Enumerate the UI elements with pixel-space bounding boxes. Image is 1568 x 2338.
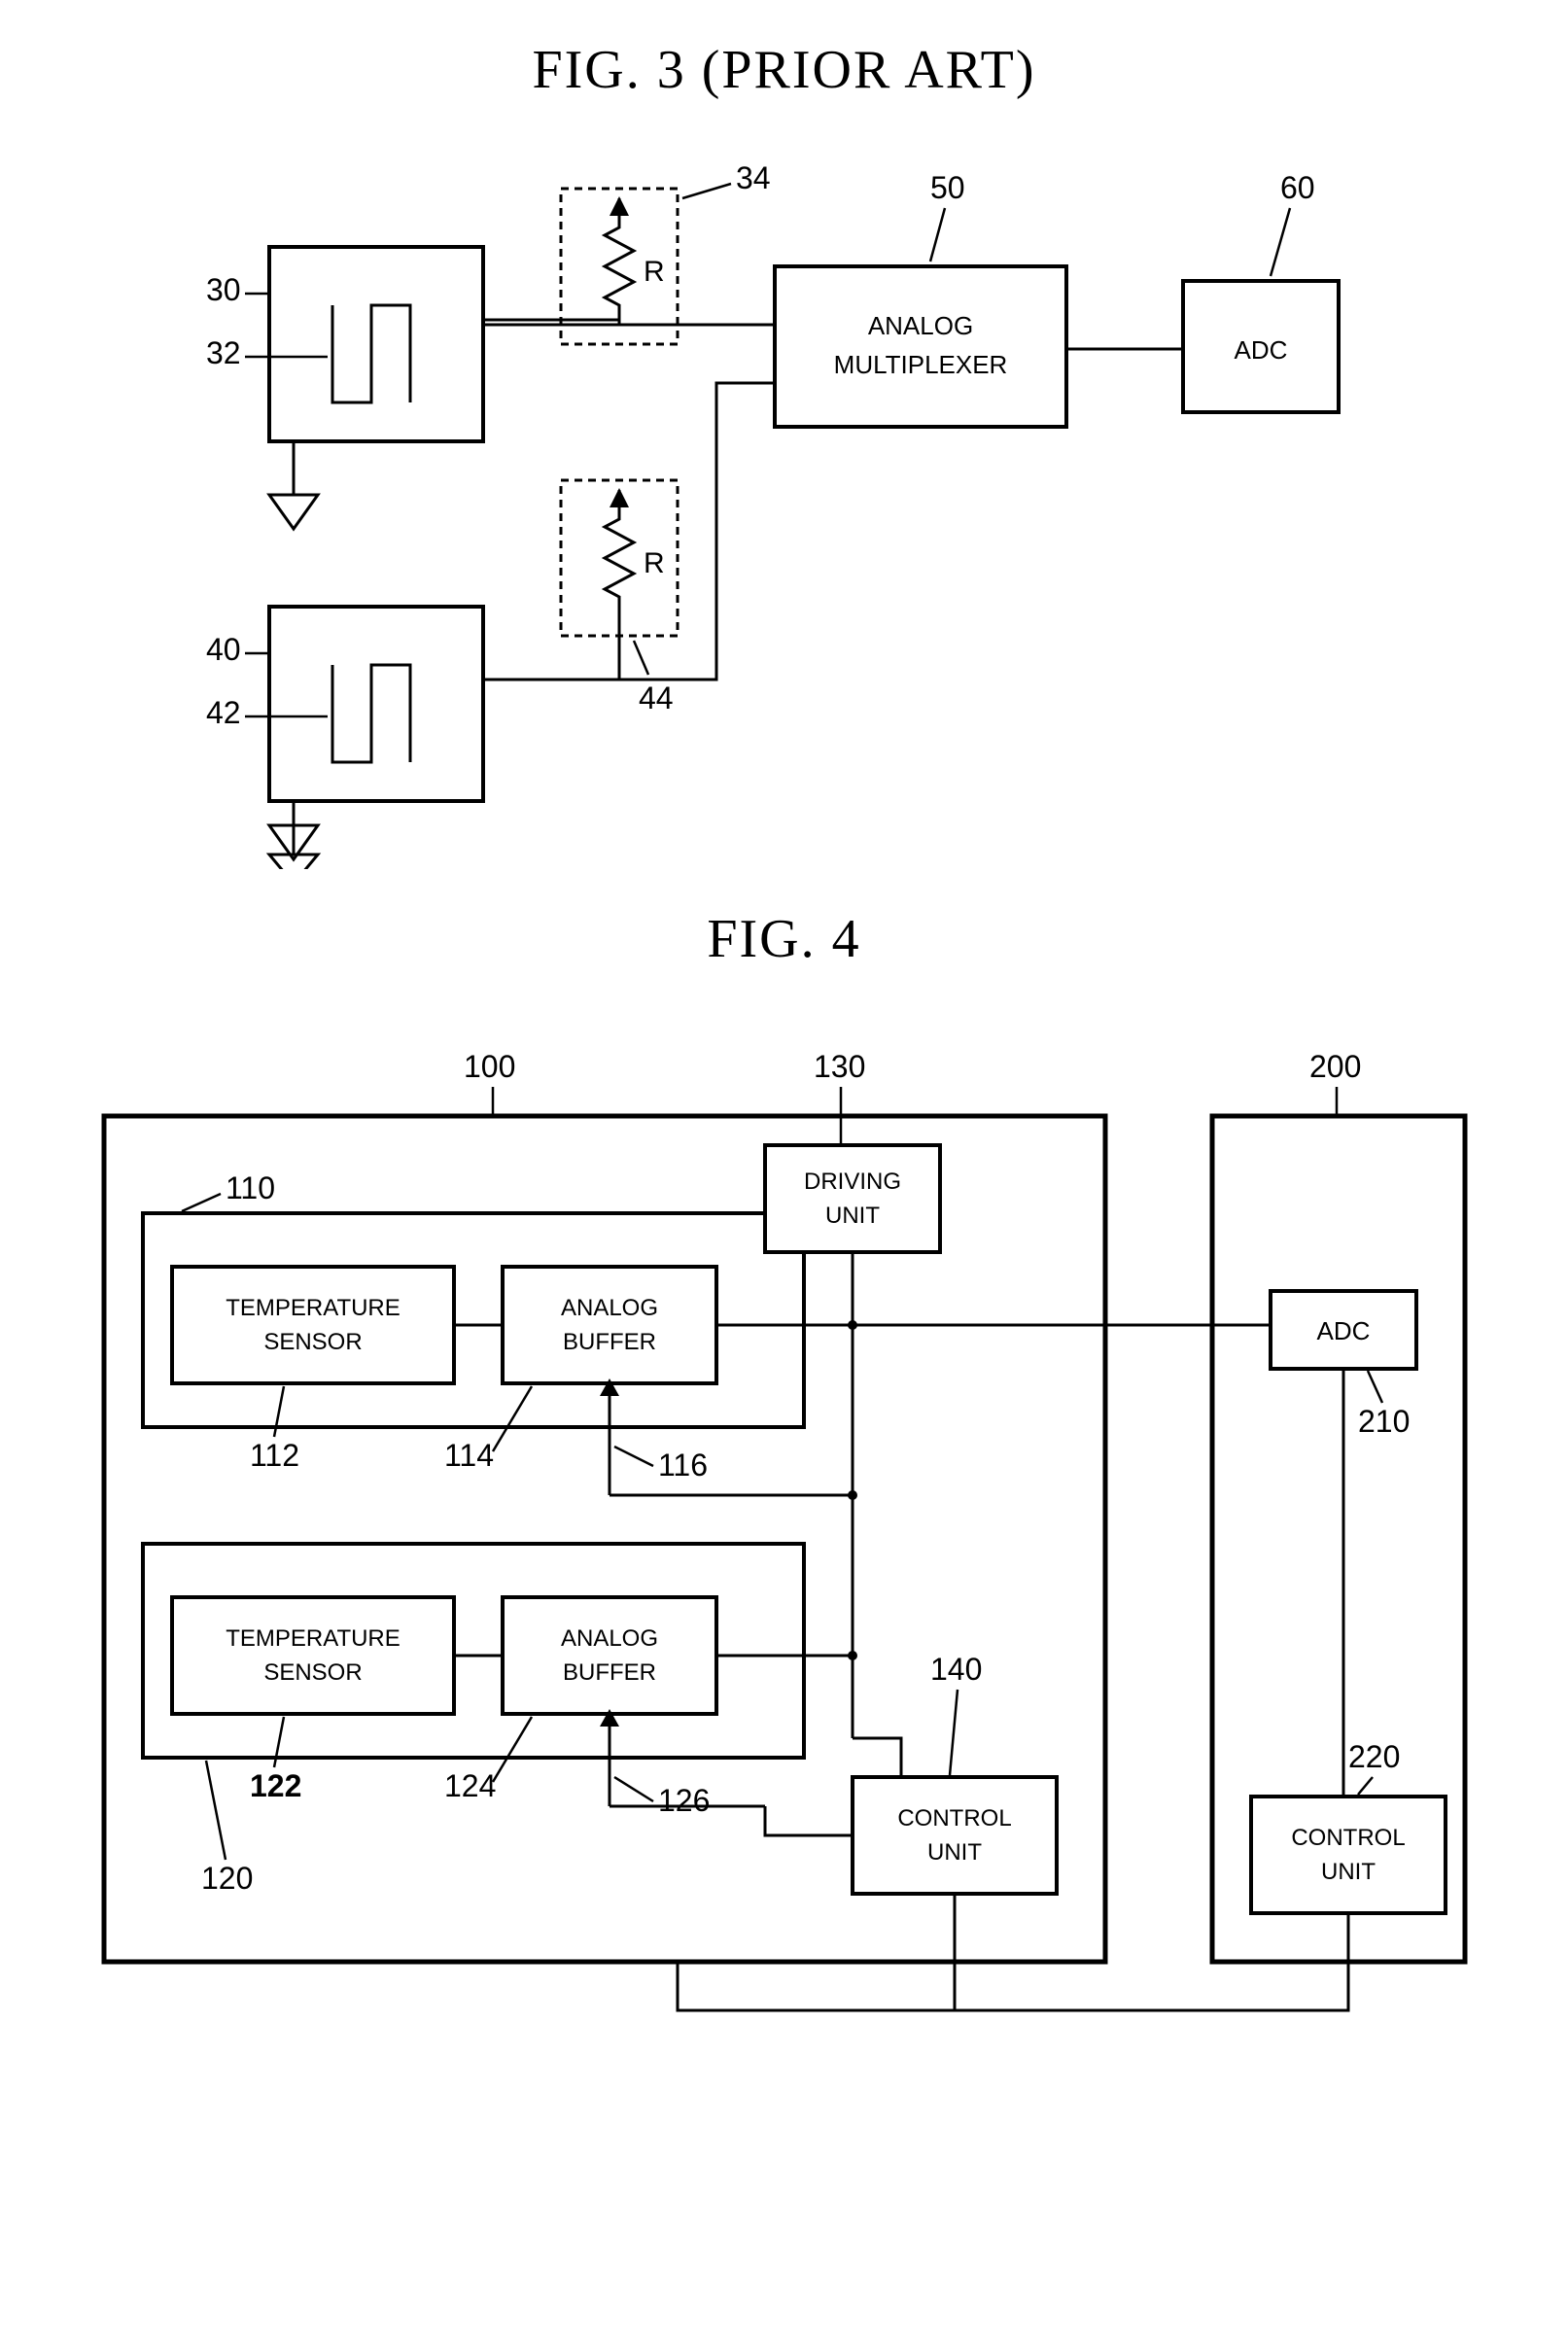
- mux-l2: MULTIPLEXER: [833, 350, 1007, 379]
- ref-120: 120: [201, 1861, 253, 1896]
- ctl220-l2: UNIT: [1321, 1859, 1376, 1885]
- ref-220: 220: [1348, 1739, 1400, 1774]
- fig3-title: FIG. 3 (PRIOR ART): [39, 39, 1529, 101]
- ts122-l1: TEMPERATURE: [226, 1625, 401, 1652]
- ref-32: 32: [206, 335, 241, 370]
- mux-l1: ANALOG: [867, 311, 972, 340]
- ref-34: 34: [736, 160, 771, 195]
- ref-44: 44: [639, 680, 674, 715]
- ab114-l1: ANALOG: [560, 1295, 657, 1321]
- fig4-diagram: TEMPERATURE SENSOR ANALOG BUFFER TEMPERA…: [55, 999, 1514, 2069]
- ref-114: 114: [444, 1438, 494, 1473]
- ref-110: 110: [226, 1170, 275, 1205]
- ref-116: 116: [658, 1448, 708, 1483]
- ref-30: 30: [206, 272, 241, 307]
- ctl140-l2: UNIT: [927, 1839, 982, 1866]
- ts112-l2: SENSOR: [263, 1329, 362, 1355]
- ref-122: 122: [250, 1768, 301, 1803]
- ab124-l2: BUFFER: [563, 1659, 656, 1686]
- ab114-l2: BUFFER: [563, 1329, 656, 1355]
- fig3-diagram: R R ANALOG MULTIPLEXER ADC 30 32 34 40 4…: [153, 130, 1416, 869]
- ref-112: 112: [250, 1438, 299, 1473]
- ref-124: 124: [444, 1768, 496, 1803]
- ab124-l1: ANALOG: [560, 1625, 657, 1652]
- ref-126: 126: [658, 1783, 710, 1818]
- r-label-bot: R: [644, 547, 665, 579]
- ref-130: 130: [814, 1049, 865, 1084]
- drv-l1: DRIVING: [803, 1169, 900, 1195]
- ts112-l1: TEMPERATURE: [226, 1295, 401, 1321]
- ts122-l2: SENSOR: [263, 1659, 362, 1686]
- drv-l2: UNIT: [825, 1203, 880, 1229]
- ref-100: 100: [464, 1049, 515, 1084]
- ref-140: 140: [930, 1652, 982, 1687]
- r-label-top: R: [644, 256, 665, 288]
- ref-60: 60: [1280, 170, 1315, 205]
- ref-210: 210: [1358, 1404, 1410, 1439]
- ref-42: 42: [206, 695, 241, 730]
- ref-50: 50: [930, 170, 965, 205]
- ctl140-l1: CONTROL: [897, 1805, 1011, 1832]
- ref-200: 200: [1309, 1049, 1361, 1084]
- adc210: ADC: [1316, 1316, 1370, 1345]
- adc-label: ADC: [1234, 335, 1287, 365]
- ref-40: 40: [206, 632, 241, 667]
- fig4-title: FIG. 4: [39, 908, 1529, 970]
- ctl220-l1: CONTROL: [1291, 1825, 1405, 1851]
